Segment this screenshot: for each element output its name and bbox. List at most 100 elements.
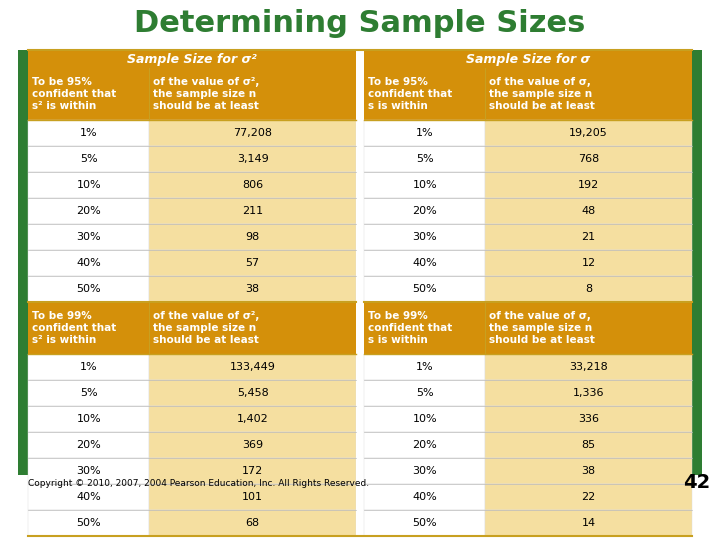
Text: 30%: 30% — [76, 466, 101, 476]
Bar — [149, 120, 356, 146]
Bar — [364, 68, 485, 120]
Text: To be 95%
confident that
s is within: To be 95% confident that s is within — [368, 77, 452, 111]
Bar — [364, 380, 485, 406]
Bar — [364, 354, 485, 380]
Bar — [149, 302, 356, 354]
Text: 42: 42 — [683, 474, 710, 492]
Text: 10%: 10% — [413, 180, 437, 190]
Bar — [356, 406, 364, 432]
Bar — [356, 120, 364, 146]
Text: 19,205: 19,205 — [570, 128, 608, 138]
Text: 3,149: 3,149 — [237, 154, 269, 164]
Text: 40%: 40% — [76, 258, 101, 268]
Text: 68: 68 — [246, 518, 260, 528]
Bar — [28, 432, 149, 458]
Text: 5%: 5% — [416, 154, 433, 164]
Text: 10%: 10% — [76, 414, 101, 424]
Bar — [364, 250, 485, 276]
Text: 5%: 5% — [416, 388, 433, 398]
Bar — [28, 276, 149, 302]
Text: 336: 336 — [578, 414, 599, 424]
Bar — [485, 458, 692, 484]
Text: 806: 806 — [242, 180, 264, 190]
Bar — [28, 484, 149, 510]
Bar — [149, 380, 356, 406]
Bar — [485, 302, 692, 354]
Bar — [28, 68, 149, 120]
Text: 57: 57 — [246, 258, 260, 268]
Text: 1%: 1% — [80, 362, 97, 372]
Text: 5,458: 5,458 — [237, 388, 269, 398]
Text: 40%: 40% — [76, 492, 101, 502]
Bar — [485, 484, 692, 510]
Bar — [149, 354, 356, 380]
Text: 369: 369 — [242, 440, 264, 450]
Bar — [485, 198, 692, 224]
Bar — [364, 276, 485, 302]
Bar — [149, 510, 356, 536]
Bar — [485, 380, 692, 406]
Text: 98: 98 — [246, 232, 260, 242]
Bar — [28, 120, 149, 146]
Bar — [364, 510, 485, 536]
Bar — [485, 510, 692, 536]
Text: of the value of σ²,
the sample size n
should be at least: of the value of σ², the sample size n sh… — [153, 77, 260, 111]
Bar — [485, 432, 692, 458]
Bar — [356, 250, 364, 276]
Text: 5%: 5% — [80, 388, 97, 398]
Text: 50%: 50% — [413, 284, 437, 294]
Bar — [149, 406, 356, 432]
Text: 33,218: 33,218 — [570, 362, 608, 372]
Bar — [485, 354, 692, 380]
Text: 10%: 10% — [76, 180, 101, 190]
Text: 12: 12 — [582, 258, 595, 268]
Text: 1%: 1% — [80, 128, 97, 138]
Text: 211: 211 — [242, 206, 264, 216]
Text: 48: 48 — [582, 206, 596, 216]
Bar — [485, 68, 692, 120]
Bar — [149, 146, 356, 172]
Bar — [356, 224, 364, 250]
Bar — [356, 510, 364, 536]
Bar — [356, 172, 364, 198]
Bar — [18, 50, 28, 475]
Bar — [692, 50, 702, 475]
Bar — [485, 224, 692, 250]
Bar — [356, 68, 364, 120]
Bar — [364, 458, 485, 484]
Bar — [364, 432, 485, 458]
Text: Determining Sample Sizes: Determining Sample Sizes — [135, 9, 585, 37]
Bar — [356, 198, 364, 224]
Text: To be 99%
confident that
s is within: To be 99% confident that s is within — [368, 312, 452, 345]
Text: 20%: 20% — [413, 440, 437, 450]
Bar — [149, 224, 356, 250]
Text: 14: 14 — [582, 518, 595, 528]
Text: 20%: 20% — [413, 206, 437, 216]
Bar — [364, 406, 485, 432]
Text: 20%: 20% — [76, 206, 101, 216]
Text: 30%: 30% — [413, 466, 437, 476]
Bar — [356, 354, 364, 380]
Bar — [28, 510, 149, 536]
Bar — [364, 302, 485, 354]
Bar — [356, 276, 364, 302]
Bar — [28, 302, 149, 354]
Bar — [28, 250, 149, 276]
Bar — [356, 302, 364, 354]
Bar — [485, 276, 692, 302]
Text: 30%: 30% — [76, 232, 101, 242]
Bar — [356, 458, 364, 484]
Text: 20%: 20% — [76, 440, 101, 450]
Text: of the value of σ,
the sample size n
should be at least: of the value of σ, the sample size n sho… — [490, 312, 595, 345]
Bar — [364, 198, 485, 224]
Bar — [28, 198, 149, 224]
Bar — [149, 68, 356, 120]
Bar — [485, 172, 692, 198]
Bar — [28, 458, 149, 484]
Bar — [28, 406, 149, 432]
Text: of the value of σ²,
the sample size n
should be at least: of the value of σ², the sample size n sh… — [153, 312, 260, 345]
Text: Sample Size for σ²: Sample Size for σ² — [127, 52, 257, 65]
Text: 1%: 1% — [416, 128, 433, 138]
Bar — [356, 432, 364, 458]
Bar — [149, 198, 356, 224]
